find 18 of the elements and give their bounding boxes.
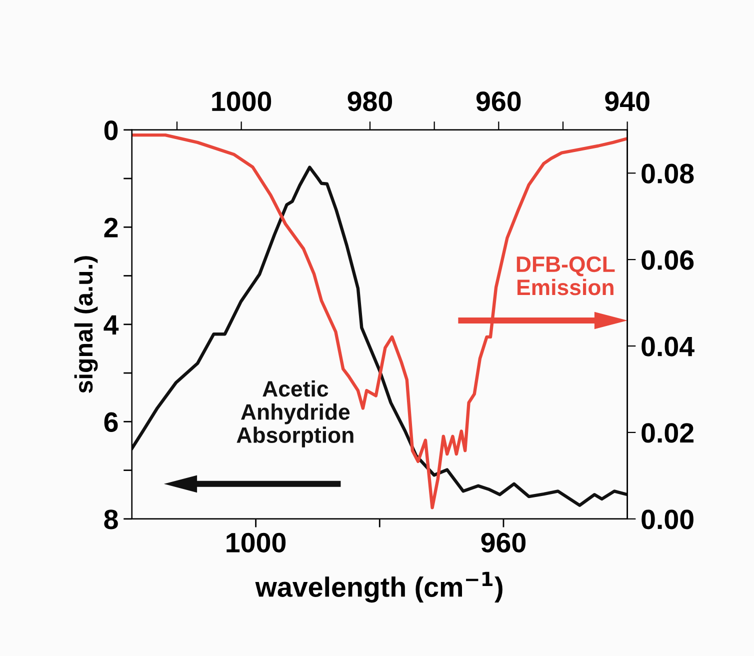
y-tick-label: 6 [104,412,118,432]
y-tick-label: 0 [104,120,118,140]
annotation: DFB-QCL Emission [516,256,615,296]
y-axis-title: signal (a.u.) [74,256,98,393]
y2-tick-label: 0.06 [642,250,694,270]
x2-tick-label: 940 [605,92,650,112]
x2-tick-label: 960 [476,92,521,112]
y-tick-label: 2 [104,218,118,238]
y-tick-label: 4 [104,315,119,334]
y-tick-label: 8 [104,510,118,530]
y2-tick-label: 0.04 [642,336,694,356]
y2-tick-label: 0.00 [642,510,694,530]
annotation: Acetic Anhydride Absorption [236,380,354,448]
y2-tick-label: 0.02 [642,423,694,443]
x2-tick-label: 980 [348,92,392,112]
x-axis-title: wavelength (cm$^{−1}$) [255,572,502,603]
x2-tick-label: 1000 [212,92,272,112]
y2-tick-label: 0.08 [642,164,694,184]
